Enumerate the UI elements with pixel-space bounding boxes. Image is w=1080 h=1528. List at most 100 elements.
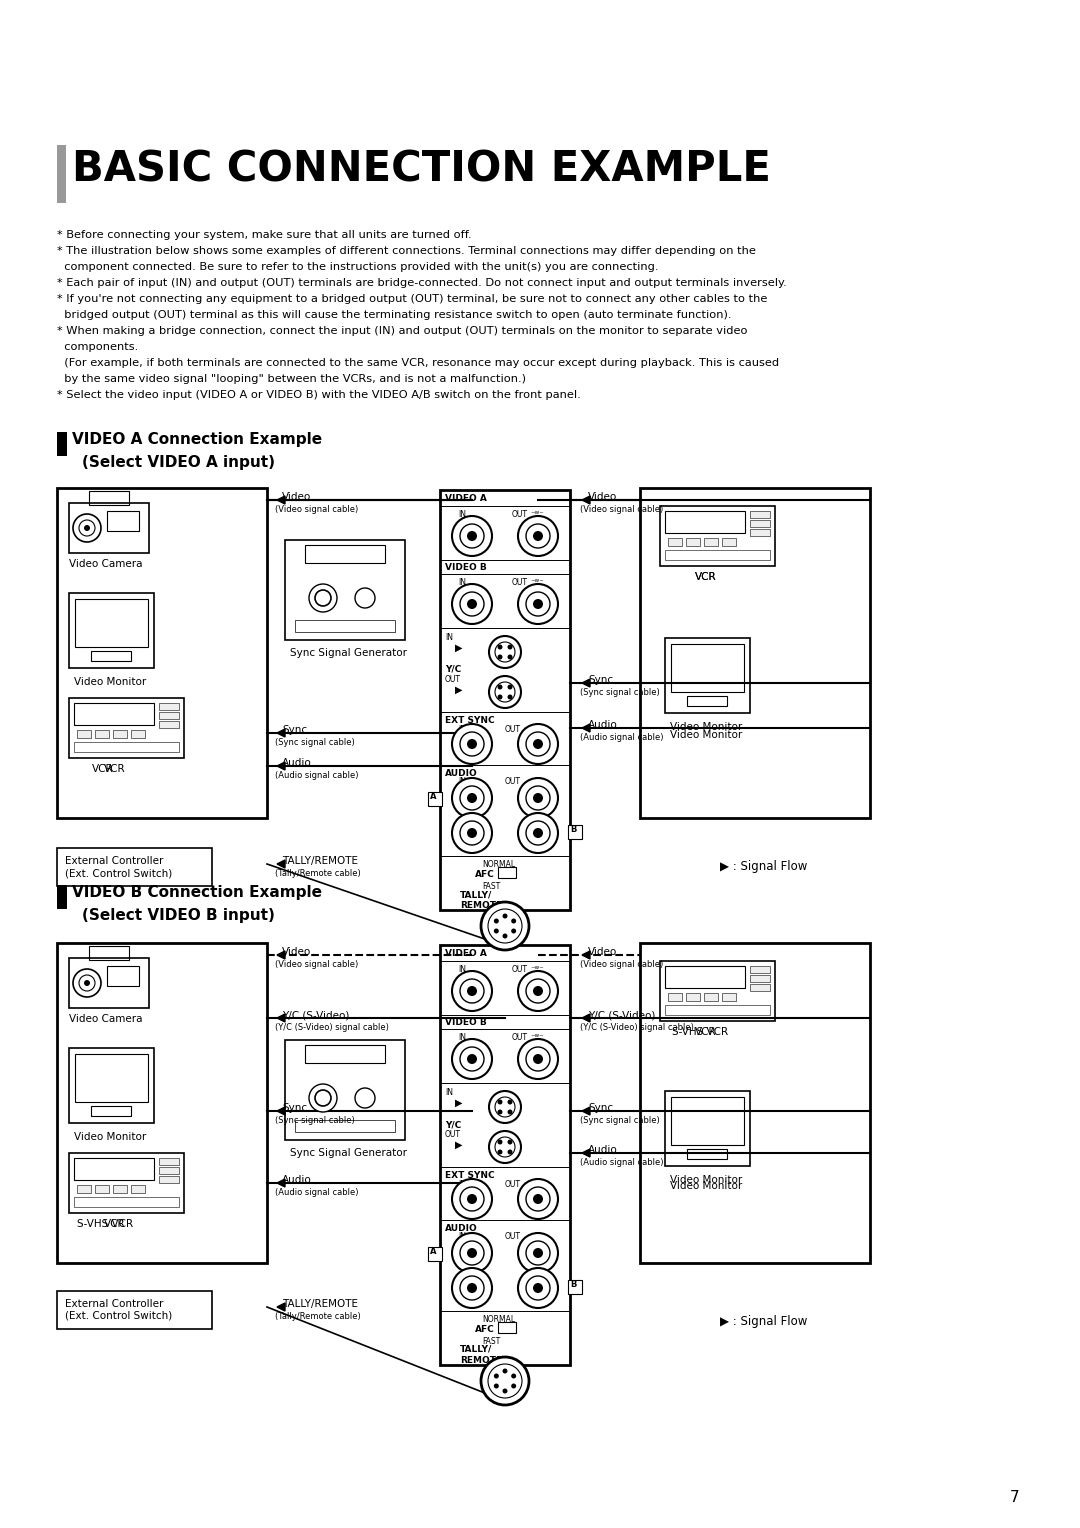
Text: Audio: Audio — [282, 1175, 312, 1186]
Bar — [295, 1120, 395, 1132]
Circle shape — [534, 986, 543, 996]
Text: (Video signal cable): (Video signal cable) — [580, 504, 663, 513]
Polygon shape — [276, 497, 285, 504]
Circle shape — [508, 645, 513, 649]
Circle shape — [511, 1374, 516, 1378]
Bar — [750, 520, 770, 527]
Circle shape — [534, 1054, 543, 1063]
Text: VCR: VCR — [104, 1219, 125, 1229]
Bar — [704, 993, 718, 1001]
Bar — [57, 432, 67, 455]
Text: * If you're not connecting any equipment to a bridged output (OUT) terminal, be : * If you're not connecting any equipment… — [57, 293, 768, 304]
Bar — [671, 1097, 744, 1144]
Text: (Video signal cable): (Video signal cable) — [275, 960, 359, 969]
Text: Y/C: Y/C — [445, 665, 461, 674]
Bar — [671, 643, 744, 692]
Bar — [107, 966, 139, 986]
Text: (Sync signal cable): (Sync signal cable) — [580, 1115, 660, 1125]
Circle shape — [467, 1193, 477, 1204]
Text: IN: IN — [445, 1088, 453, 1097]
Circle shape — [460, 1276, 484, 1300]
Bar — [69, 503, 149, 553]
Circle shape — [526, 732, 550, 756]
Text: REMOTE: REMOTE — [460, 1355, 502, 1365]
Circle shape — [315, 1089, 330, 1106]
Bar — [57, 943, 267, 1264]
Bar — [159, 1167, 179, 1174]
Text: IN: IN — [458, 1180, 465, 1189]
Circle shape — [84, 979, 90, 986]
Circle shape — [534, 1284, 543, 1293]
Circle shape — [508, 1140, 513, 1144]
Bar — [305, 1045, 384, 1063]
Bar — [665, 1091, 750, 1166]
Bar — [75, 1158, 154, 1180]
Polygon shape — [276, 1015, 285, 1022]
Bar — [113, 730, 127, 738]
Text: TALLY/REMOTE: TALLY/REMOTE — [282, 856, 357, 866]
Circle shape — [518, 970, 558, 1012]
Circle shape — [488, 1365, 522, 1398]
Text: Sync: Sync — [588, 675, 613, 685]
Text: FAST: FAST — [482, 1337, 500, 1346]
Text: TALLY/: TALLY/ — [460, 889, 492, 898]
Bar — [686, 538, 700, 545]
Circle shape — [453, 778, 492, 817]
Circle shape — [526, 1241, 550, 1265]
Text: (Y/C (S-Video) signal cable): (Y/C (S-Video) signal cable) — [580, 1024, 693, 1031]
Text: IN: IN — [445, 633, 453, 642]
Circle shape — [309, 1083, 337, 1112]
Text: (Audio signal cable): (Audio signal cable) — [275, 772, 359, 779]
Polygon shape — [582, 1149, 590, 1157]
Bar — [69, 698, 184, 758]
Circle shape — [526, 1276, 550, 1300]
Circle shape — [518, 724, 558, 764]
Text: ~w~: ~w~ — [523, 724, 537, 730]
Circle shape — [534, 1193, 543, 1204]
Bar — [640, 943, 870, 1264]
Text: IN: IN — [458, 1033, 465, 1042]
Text: 7: 7 — [1010, 1490, 1020, 1505]
Text: (Audio signal cable): (Audio signal cable) — [275, 1187, 359, 1196]
Bar — [428, 1247, 442, 1261]
Circle shape — [79, 520, 95, 536]
Text: B: B — [570, 825, 577, 834]
Circle shape — [508, 1149, 513, 1155]
Text: VCR: VCR — [696, 1027, 717, 1038]
Bar — [159, 712, 179, 720]
Circle shape — [518, 1268, 558, 1308]
Circle shape — [526, 591, 550, 616]
Bar — [69, 958, 149, 1008]
Text: components.: components. — [57, 342, 138, 351]
Text: (Video signal cable): (Video signal cable) — [275, 504, 359, 513]
Bar — [750, 510, 770, 518]
Bar — [159, 1158, 179, 1164]
Circle shape — [495, 1097, 515, 1117]
Bar — [89, 490, 129, 504]
Text: S-VHS VCR: S-VHS VCR — [672, 1027, 728, 1038]
Bar — [669, 538, 681, 545]
Bar — [665, 1005, 770, 1015]
Bar — [69, 1048, 154, 1123]
Text: TALLY/REMOTE: TALLY/REMOTE — [282, 1299, 357, 1309]
Bar — [131, 730, 145, 738]
Bar — [428, 792, 442, 805]
Circle shape — [460, 524, 484, 549]
Text: AUDIO: AUDIO — [445, 769, 477, 778]
Polygon shape — [276, 860, 285, 868]
Polygon shape — [582, 678, 590, 688]
Bar — [95, 1186, 109, 1193]
Circle shape — [453, 813, 492, 853]
Circle shape — [534, 740, 543, 749]
Bar — [69, 593, 154, 668]
Text: VCR: VCR — [696, 571, 717, 582]
Text: Video: Video — [282, 492, 311, 503]
Circle shape — [453, 1180, 492, 1219]
Circle shape — [494, 1374, 499, 1378]
Text: * The illustration below shows some examples of different connections. Terminal : * The illustration below shows some exam… — [57, 246, 756, 257]
Circle shape — [467, 986, 477, 996]
Text: * Each pair of input (IN) and output (OUT) terminals are bridge-connected. Do no: * Each pair of input (IN) and output (OU… — [57, 278, 786, 287]
Polygon shape — [582, 1015, 590, 1022]
Bar — [665, 510, 745, 533]
Text: Video: Video — [588, 492, 618, 503]
